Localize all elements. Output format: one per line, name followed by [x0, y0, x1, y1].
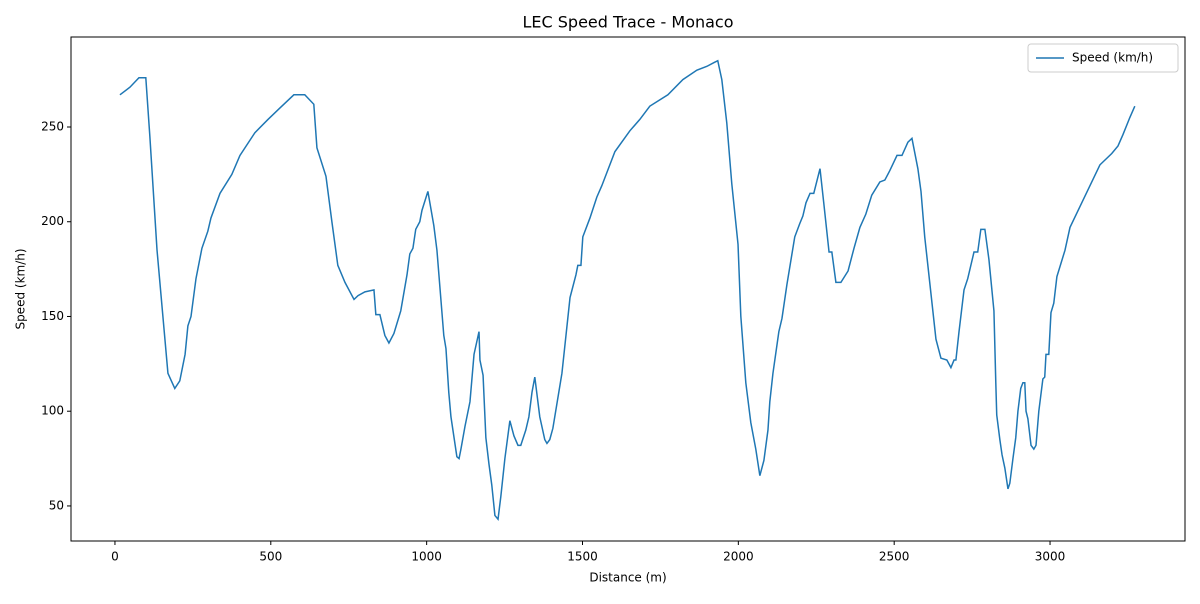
x-tick-label: 2500: [879, 550, 910, 564]
x-tick-label: 2000: [723, 550, 754, 564]
y-tick-label: 150: [41, 309, 64, 323]
x-tick-label: 500: [259, 550, 282, 564]
x-axis-label: Distance (m): [589, 571, 666, 585]
x-tick-label: 1500: [567, 550, 598, 564]
x-tick-label: 3000: [1035, 550, 1066, 564]
legend-label: Speed (km/h): [1072, 51, 1153, 65]
y-tick-label: 50: [49, 498, 64, 512]
x-tick-label: 1000: [411, 550, 442, 564]
chart-title: LEC Speed Trace - Monaco: [522, 13, 733, 32]
y-tick-label: 250: [41, 120, 64, 134]
x-tick-label: 0: [111, 550, 119, 564]
plot-frame: [70, 36, 1186, 542]
speed-line: [119, 59, 1136, 522]
y-axis-label: Speed (km/h): [14, 248, 28, 329]
y-tick-label: 200: [41, 214, 64, 228]
y-tick-label: 100: [41, 404, 64, 418]
legend-box: [1027, 43, 1179, 73]
